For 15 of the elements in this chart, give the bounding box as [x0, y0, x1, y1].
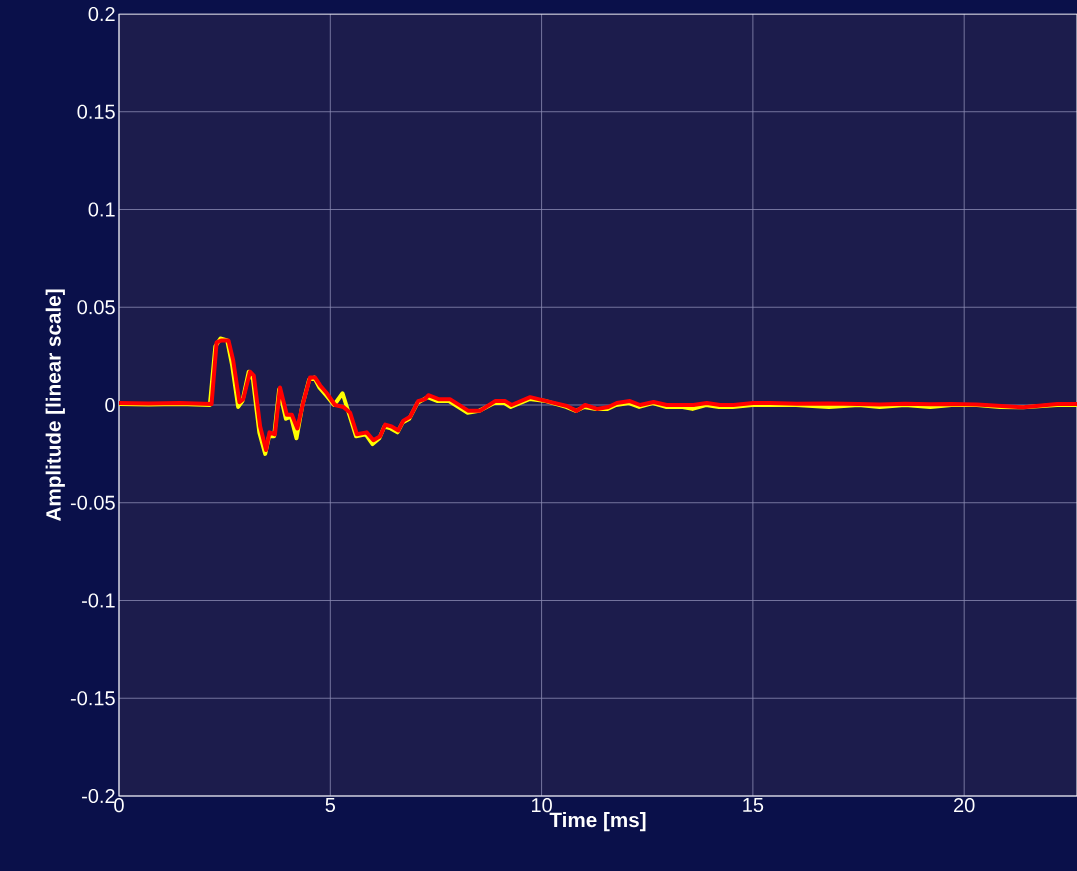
- y-tick-label: 0.1: [88, 202, 115, 217]
- y-tick-label: -0.05: [70, 495, 115, 510]
- y-tick-label: 0: [105, 397, 115, 413]
- x-tick-label: 10: [532, 798, 552, 813]
- y-tick-label: -0.2: [82, 788, 115, 804]
- y-tick-label: -0.1: [82, 593, 115, 608]
- x-tick-label: 20: [954, 798, 975, 813]
- x-tick-label: 15: [743, 798, 764, 812]
- x-axis-title: Time [ms]: [549, 812, 646, 832]
- y-tick-label: 0.05: [77, 300, 115, 315]
- y-tick-label: 0.2: [88, 6, 115, 22]
- x-tick-label: 5: [325, 798, 336, 812]
- y-axis-title: Amplitude [linear scale]: [45, 289, 65, 522]
- y-tick-label: -0.15: [70, 691, 115, 706]
- y-tick-label: 0.15: [77, 104, 115, 119]
